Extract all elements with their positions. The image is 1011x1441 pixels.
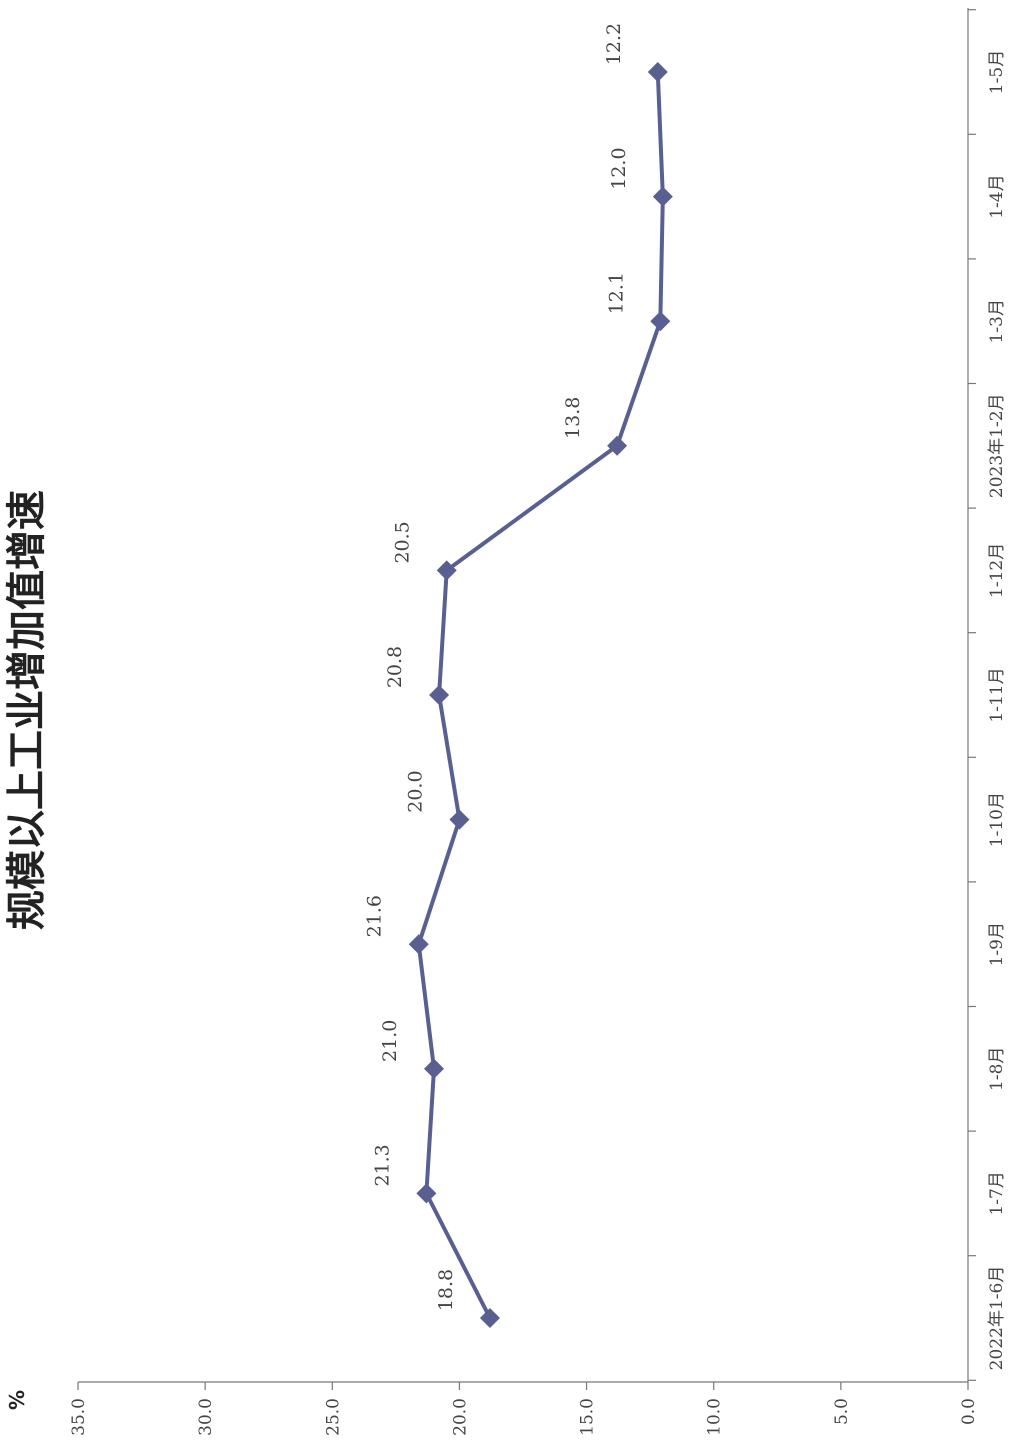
category-label: 1-11月 bbox=[987, 667, 1007, 722]
data-label: 20.5 bbox=[392, 521, 414, 563]
category-label: 1-3月 bbox=[987, 299, 1007, 343]
chart-title: 规模以上工业增加值增速 bbox=[4, 490, 50, 930]
value-tick-label: 25.0 bbox=[323, 1398, 343, 1436]
data-label: 12.1 bbox=[605, 272, 627, 314]
category-label: 2022年1-6月 bbox=[987, 1266, 1007, 1371]
data-point-marker bbox=[648, 62, 668, 82]
data-label: 21.3 bbox=[371, 1144, 393, 1186]
data-point-marker bbox=[480, 1308, 500, 1328]
data-label: 20.8 bbox=[384, 646, 406, 688]
value-tick-label: 30.0 bbox=[196, 1398, 216, 1436]
value-tick-label: 0.0 bbox=[959, 1398, 979, 1425]
data-point-marker bbox=[424, 1059, 444, 1079]
category-label: 1-4月 bbox=[987, 174, 1007, 218]
data-point-marker bbox=[429, 685, 449, 705]
category-label: 1-8月 bbox=[987, 1047, 1007, 1091]
value-tick-label: 20.0 bbox=[450, 1398, 470, 1436]
value-tick-label: 35.0 bbox=[69, 1398, 89, 1436]
data-point-marker bbox=[416, 1183, 436, 1203]
data-point-marker bbox=[650, 311, 670, 331]
data-label: 21.0 bbox=[379, 1020, 401, 1062]
axes: 0.0 5.0 10.0 15.0 20.0 25.0 30.0 35.0 2022年1-6月 1… bbox=[69, 8, 1007, 1436]
category-label: 1-10月 bbox=[987, 792, 1007, 847]
category-label: 1-7月 bbox=[987, 1171, 1007, 1215]
category-label: 1-9月 bbox=[987, 922, 1007, 966]
data-label: 21.6 bbox=[364, 895, 386, 937]
data-point-marker bbox=[653, 187, 673, 207]
category-label: 2023年1-2月 bbox=[987, 393, 1007, 498]
data-label: 13.8 bbox=[562, 397, 584, 439]
value-tick-label: 10.0 bbox=[705, 1398, 725, 1436]
data-label: 12.0 bbox=[608, 147, 630, 189]
data-label: 18.8 bbox=[435, 1269, 457, 1311]
series-line bbox=[409, 62, 673, 1328]
value-tick-label: 5.0 bbox=[832, 1398, 852, 1425]
data-labels: 18.8 21.3 21.0 21.6 20.0 20.8 20.5 13.8 12.1 12.0… bbox=[364, 23, 630, 1311]
category-label: 1-12月 bbox=[987, 543, 1007, 598]
series-polyline bbox=[419, 72, 663, 1318]
data-point-marker bbox=[449, 810, 469, 830]
data-label: 20.0 bbox=[404, 770, 426, 812]
value-tick-label: 15.0 bbox=[578, 1398, 598, 1436]
y-axis-unit: % bbox=[5, 1390, 29, 1410]
category-label: 1-5月 bbox=[987, 50, 1007, 94]
data-point-marker bbox=[409, 934, 429, 954]
data-label: 12.2 bbox=[603, 23, 625, 65]
